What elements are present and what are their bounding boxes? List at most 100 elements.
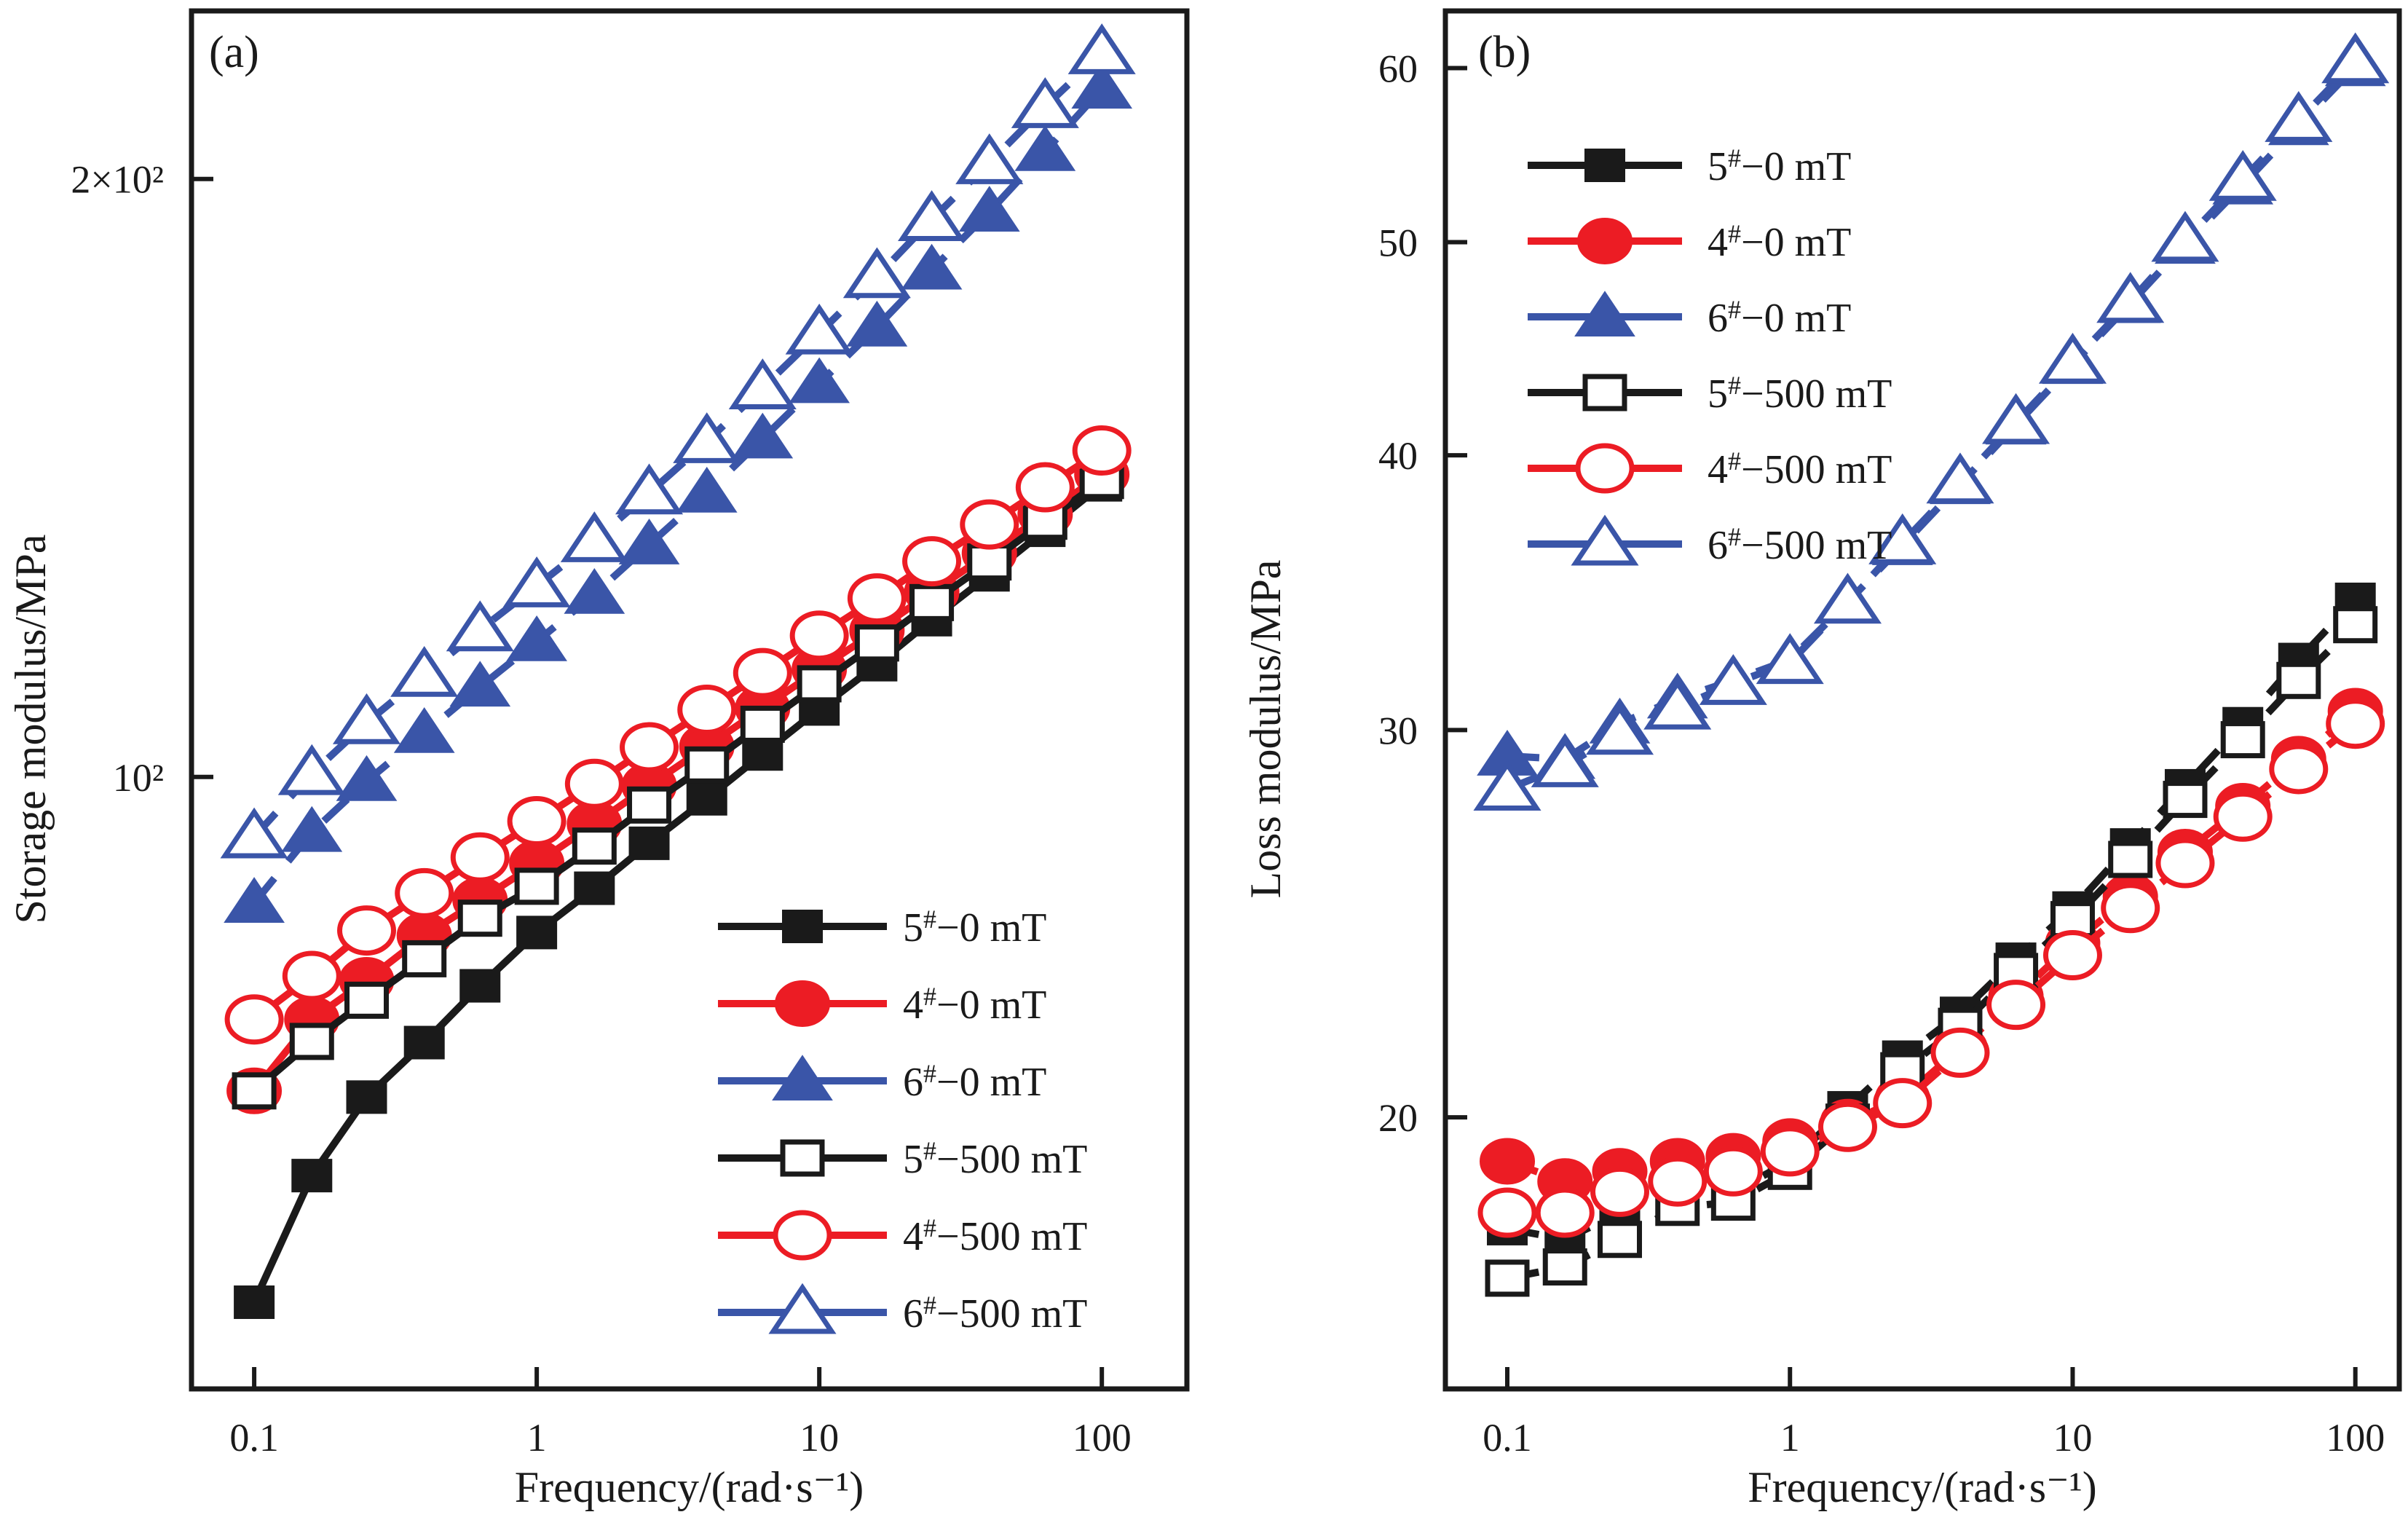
series-marker-6500-mt [1868, 513, 1937, 564]
series-marker-4500-mt [960, 499, 1019, 550]
series-marker-4500-mt [507, 796, 567, 847]
series-marker-6500-mt [1067, 23, 1136, 74]
legend-label-part: −500 mT [936, 1291, 1087, 1336]
series-marker-5500-mt [2276, 661, 2321, 699]
series-marker-6500-mt [615, 463, 684, 515]
x-tick-label: 0.1 [1483, 1416, 1532, 1460]
series-marker-5500-mt [684, 746, 730, 784]
legend-label-part: # [1728, 143, 1741, 173]
legend-marker-40-mt [1577, 218, 1633, 264]
series-marker-50-mt [403, 1025, 445, 1060]
series-marker-5500-mt [572, 827, 617, 865]
x-tick-label: 10 [2053, 1416, 2092, 1460]
series-marker-4500-mt [1535, 1187, 1595, 1238]
series-marker-5500-mt [457, 899, 502, 937]
legend-label-part: # [923, 1136, 936, 1165]
series-marker-40-mt [1480, 1138, 1536, 1185]
series-marker-4500-mt [282, 950, 342, 1001]
series-marker-5500-mt [344, 981, 389, 1019]
series-line-60-mt [1507, 63, 2358, 763]
legend-marker-4500-mt [1575, 443, 1635, 494]
series-marker-4500-mt [2155, 838, 2215, 889]
legend-label-part: −500 mT [1741, 371, 1892, 417]
legend-marker-60-mt [1574, 291, 1635, 336]
legend-label-part: 5 [903, 905, 923, 950]
series-marker-6500-mt [785, 303, 853, 355]
y-tick-label: 60 [1378, 47, 1418, 90]
y-tick-label: 30 [1378, 709, 1418, 752]
series-marker-6500-mt [1813, 572, 1882, 624]
series-marker-50-mt [742, 737, 783, 771]
series-marker-5500-mt [854, 624, 899, 662]
series-marker-5500-mt [2163, 781, 2208, 819]
series-marker-6500-mt [1699, 654, 1767, 705]
series-marker-50-mt [291, 1159, 333, 1193]
legend-label-part: 4 [1708, 220, 1728, 265]
legend-label-part: −0 mT [1741, 220, 1851, 265]
legend-label-part: 6 [1708, 523, 1728, 568]
legend-label-part: # [923, 1059, 936, 1088]
legend-label-part: # [1728, 371, 1741, 400]
series-marker-60-mt [618, 519, 680, 564]
legend-label-part: 5 [1708, 371, 1728, 417]
series-marker-6500-mt [728, 358, 797, 409]
legend-marker-50-mt [1584, 149, 1625, 182]
series-line-5500-mt [251, 477, 1105, 1094]
legend-label-part: −500 mT [936, 1137, 1087, 1182]
series-marker-6500-mt [1982, 393, 2050, 444]
panel-b-frame [1442, 8, 2402, 1392]
series-marker-4500-mt [1648, 1156, 1708, 1207]
series-marker-5500-mt [2220, 721, 2265, 759]
y-tick-label: 50 [1378, 221, 1418, 265]
legend-marker-60-mt [772, 1055, 833, 1100]
series-marker-6500-mt [898, 190, 966, 241]
series-line-50-mt [250, 481, 1105, 1304]
y-axis-label: Storage modulus/MPa [7, 535, 55, 924]
series-marker-60-mt [958, 186, 1020, 232]
series-marker-4500-mt [2042, 930, 2102, 981]
series-line-40-mt [1506, 708, 2358, 1186]
series-marker-60-mt [1014, 125, 1076, 171]
legend-label-part: 6 [903, 1291, 923, 1336]
series-marker-4500-mt [1930, 1027, 1990, 1078]
series-marker-6500-mt [1473, 760, 1541, 811]
series-marker-4500-mt [564, 758, 624, 809]
panel-a-frame [189, 8, 1190, 1392]
series-marker-6500-mt [560, 511, 628, 562]
series-marker-4500-mt [620, 722, 679, 773]
series-marker-60-mt [336, 755, 398, 801]
series-marker-6500-mt [332, 693, 401, 744]
series-marker-6500-mt [1926, 452, 1994, 504]
series-marker-60-mt [281, 806, 343, 852]
series-marker-4500-mt [1477, 1187, 1537, 1238]
series-marker-4500-mt [1986, 980, 2046, 1031]
series-marker-5500-mt [402, 940, 447, 977]
series-marker-60-mt [676, 466, 738, 513]
series-marker-50-mt [574, 871, 615, 905]
legend-marker-6500-mt [768, 1283, 837, 1334]
legend-label-part: −0 mT [936, 983, 1046, 1028]
series-marker-4500-mt [395, 867, 454, 918]
series-marker-6500-mt [2096, 272, 2165, 323]
x-tick-label: 10 [800, 1416, 839, 1460]
series-marker-6500-mt [2321, 32, 2390, 84]
legend-marker-4500-mt [773, 1210, 832, 1261]
legend-marker-5500-mt [1582, 374, 1627, 411]
series-marker-6500-mt [955, 133, 1024, 184]
legend-label-6500-mt: 6#−500 mT [1708, 522, 1892, 568]
x-tick-label: 100 [2326, 1416, 2385, 1460]
y-tick-label: 20 [1378, 1096, 1418, 1140]
series-marker-6500-mt [2151, 210, 2219, 262]
legend-label-40-mt: 4#−0 mT [1708, 219, 1851, 265]
x-axis-label: Frequency/(rad·s⁻¹) [1748, 1463, 2096, 1511]
series-marker-4500-mt [677, 685, 737, 736]
series-marker-5500-mt [967, 543, 1012, 581]
series-marker-60-mt [564, 567, 625, 614]
series-marker-5500-mt [909, 583, 955, 621]
series-marker-6500-mt [502, 556, 571, 607]
series-marker-6500-mt [1531, 736, 1599, 787]
panel-letter: (b) [1478, 28, 1531, 77]
series-marker-60-mt [449, 661, 511, 707]
